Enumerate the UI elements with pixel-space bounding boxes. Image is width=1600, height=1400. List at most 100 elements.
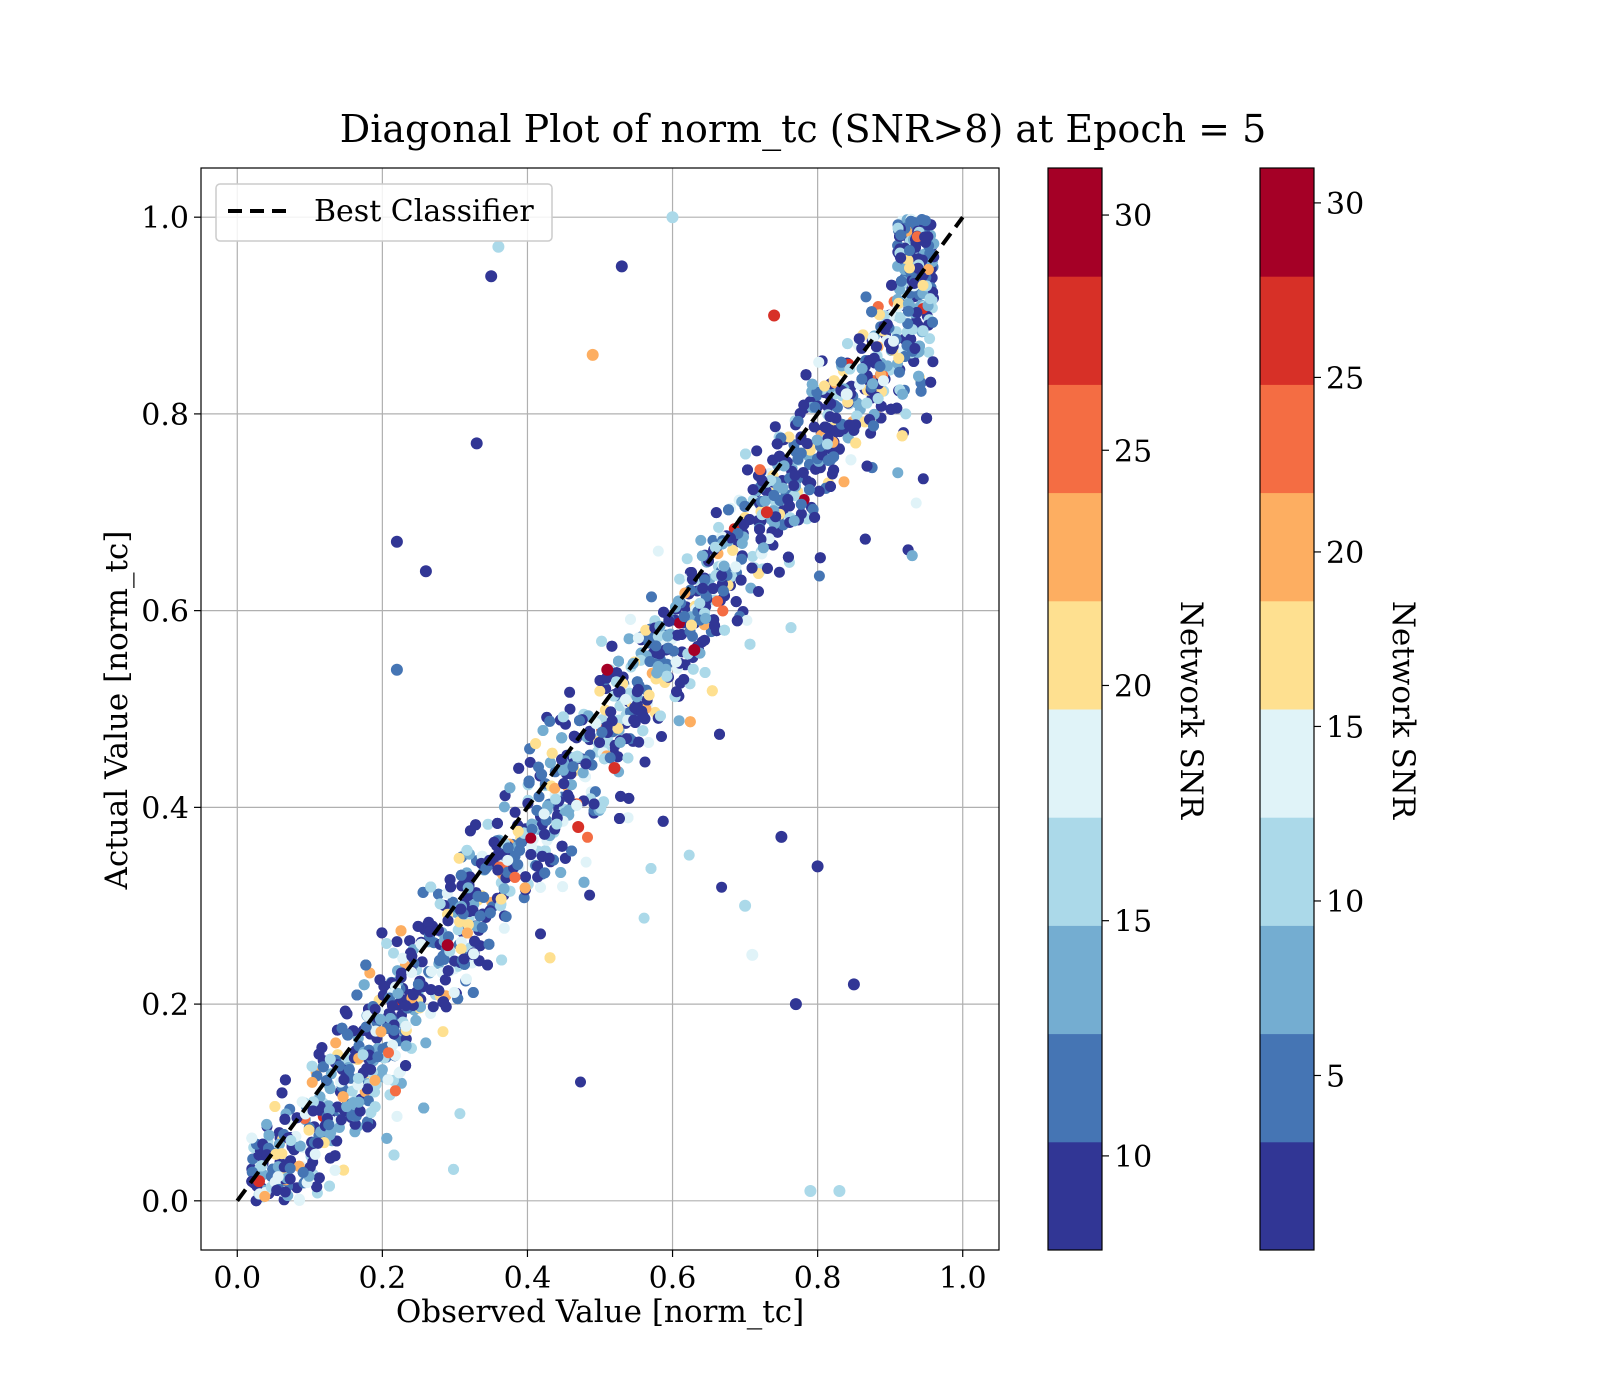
scatter-point xyxy=(419,565,432,578)
scatter-point xyxy=(744,638,756,650)
scatter-point xyxy=(924,293,936,305)
scatter-point xyxy=(697,582,709,594)
scatter-point xyxy=(582,831,593,843)
scatter-point xyxy=(504,782,516,794)
scatter-point xyxy=(567,761,579,773)
scatter-point xyxy=(495,893,507,905)
scatter-point xyxy=(860,291,872,303)
scatter-point xyxy=(357,1049,369,1061)
scatter-point xyxy=(814,552,826,564)
scatter-point xyxy=(658,606,670,618)
colorbar-bin xyxy=(1048,709,1102,818)
colorbar-bin xyxy=(1260,168,1314,277)
scatter-point xyxy=(397,952,409,964)
scatter-point xyxy=(671,686,683,698)
scatter-point xyxy=(526,823,538,835)
scatter-point xyxy=(906,550,918,562)
scatter-point xyxy=(496,954,508,966)
scatter-point xyxy=(525,849,537,860)
scatter-point xyxy=(537,725,549,736)
scatter-point xyxy=(773,482,785,493)
scatter-point xyxy=(562,789,574,801)
scatter-point xyxy=(594,737,605,748)
scatter-point xyxy=(572,821,585,833)
colorbar-tick-label: 30 xyxy=(1326,187,1364,222)
scatter-point xyxy=(769,421,781,433)
scatter-point xyxy=(263,1129,275,1141)
scatter-point xyxy=(551,818,563,830)
scatter-point xyxy=(678,674,690,685)
scatter-point xyxy=(445,881,457,893)
scatter-point xyxy=(388,1149,400,1161)
scatter-point xyxy=(911,307,923,318)
scatter-point xyxy=(850,437,862,449)
scatter-point xyxy=(276,1087,288,1099)
scatter-point xyxy=(400,1000,412,1012)
scatter-point xyxy=(412,920,424,932)
scatter-point xyxy=(492,864,504,876)
colorbar-bin xyxy=(1260,492,1314,602)
scatter-point xyxy=(381,938,393,949)
scatter-point xyxy=(795,498,807,510)
scatter-point xyxy=(711,595,723,607)
scatter-point xyxy=(550,793,562,805)
colorbar-tick-label: 15 xyxy=(1114,905,1152,940)
scatter-point xyxy=(543,852,555,864)
scatter-point xyxy=(888,335,899,347)
scatter-point xyxy=(509,871,521,883)
scatter-point xyxy=(400,1060,412,1072)
scatter-point xyxy=(455,943,467,955)
colorbar-tick-label: 20 xyxy=(1326,536,1364,571)
scatter-point xyxy=(313,1172,325,1184)
scatter-point xyxy=(335,1114,347,1126)
scatter-point xyxy=(293,1193,305,1205)
scatter-point xyxy=(644,656,656,667)
colorbar-bin xyxy=(1260,925,1314,1035)
scatter-point xyxy=(809,511,821,523)
scatter-point xyxy=(391,936,403,948)
scatter-point xyxy=(856,373,868,385)
scatter-point xyxy=(536,768,548,780)
scatter-point xyxy=(423,916,435,928)
scatter-point xyxy=(840,388,853,401)
scatter-point xyxy=(580,856,592,868)
scatter-point xyxy=(491,817,503,829)
scatter-point xyxy=(910,497,922,509)
scatter-point xyxy=(285,1135,297,1146)
scatter-point xyxy=(783,431,795,443)
scatter-point xyxy=(391,1110,403,1122)
scatter-point xyxy=(513,762,525,774)
scatter-point xyxy=(259,1190,271,1202)
scatter-point xyxy=(369,1003,381,1015)
scatter-point xyxy=(563,804,575,816)
scatter-point xyxy=(539,828,551,840)
scatter-point xyxy=(822,454,834,466)
scatter-point xyxy=(845,454,857,466)
scatter-point xyxy=(502,854,514,866)
scatter-point xyxy=(838,476,850,488)
scatter-point xyxy=(886,279,898,291)
scatter-point xyxy=(782,551,794,563)
scatter-point xyxy=(892,467,904,479)
colorbar-bin xyxy=(1048,817,1102,926)
scatter-point xyxy=(434,898,446,910)
scatter-point xyxy=(661,670,673,682)
scatter-point xyxy=(671,629,683,641)
scatter-point xyxy=(785,622,797,634)
scatter-point xyxy=(297,1166,309,1178)
scatter-point xyxy=(763,533,775,545)
scatter-point xyxy=(719,624,730,636)
scatter-point xyxy=(351,989,363,1001)
scatter-point xyxy=(681,553,693,565)
scatter-point xyxy=(577,767,589,779)
scatter-point xyxy=(485,270,498,283)
scatter-point xyxy=(688,644,701,656)
scatter-point xyxy=(716,881,728,893)
scatter-point xyxy=(895,275,907,287)
scatter-point xyxy=(362,1083,373,1095)
scatter-point xyxy=(530,738,542,750)
scatter-point xyxy=(395,925,407,937)
scatter-point xyxy=(904,262,915,274)
legend-box xyxy=(215,183,553,242)
scatter-point xyxy=(470,819,482,831)
